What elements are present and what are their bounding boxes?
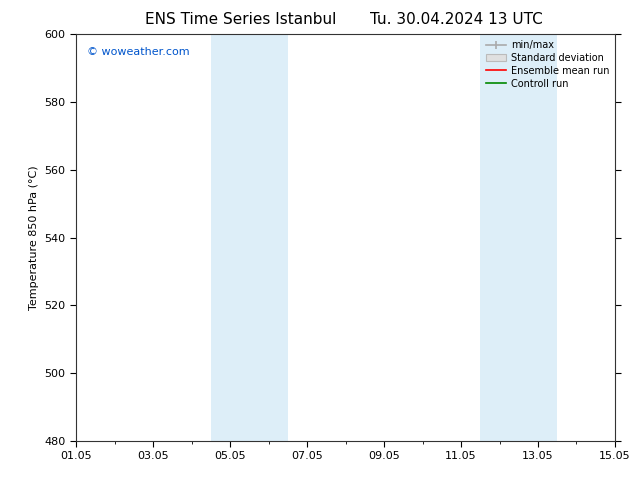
- Legend: min/max, Standard deviation, Ensemble mean run, Controll run: min/max, Standard deviation, Ensemble me…: [482, 36, 613, 93]
- Text: Tu. 30.04.2024 13 UTC: Tu. 30.04.2024 13 UTC: [370, 12, 543, 27]
- Y-axis label: Temperature 850 hPa (°C): Temperature 850 hPa (°C): [29, 165, 39, 310]
- Text: ENS Time Series Istanbul: ENS Time Series Istanbul: [145, 12, 337, 27]
- Bar: [210, 34, 288, 441]
- Text: © woweather.com: © woweather.com: [87, 47, 190, 56]
- Bar: [480, 34, 557, 441]
